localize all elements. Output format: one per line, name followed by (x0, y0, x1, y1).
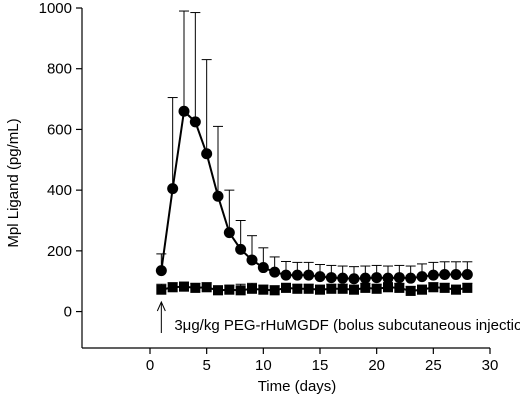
data-point-square (405, 285, 416, 296)
x-tick-label: 20 (368, 357, 385, 374)
data-point-square (224, 284, 235, 295)
data-point-circle (291, 269, 303, 281)
series-layer (155, 10, 473, 296)
data-point-circle (461, 269, 473, 281)
data-point-square (156, 284, 167, 295)
axes (81, 8, 490, 349)
data-point-circle (201, 148, 213, 160)
data-point-circle (189, 116, 201, 128)
annotation-arrow-head (156, 300, 166, 312)
data-point-circle (427, 269, 439, 281)
y-ticks: 0 200 400 600 800 1000 (39, 0, 82, 321)
x-tick-label: 0 (146, 357, 154, 374)
data-point-square (179, 281, 189, 292)
data-point-square (360, 282, 371, 293)
x-tick-label: 25 (425, 357, 442, 374)
x-axis-title: Time (days) (258, 378, 337, 395)
data-point-circle (450, 269, 462, 281)
data-point-square (303, 283, 314, 294)
data-point-circle (235, 243, 247, 255)
y-tick-label: 0 (64, 304, 72, 321)
data-point-circle (348, 273, 360, 285)
data-point-circle (405, 272, 417, 284)
data-point-circle (167, 183, 179, 195)
data-point-square (269, 285, 280, 296)
x-tick-label: 15 (312, 357, 329, 374)
y-axis-title: Mpl Ligand (pg/mL) (5, 118, 22, 247)
series-line (161, 285, 468, 292)
data-point-square (394, 282, 405, 293)
y-tick-label: 1000 (39, 0, 72, 17)
data-point-square (439, 282, 450, 293)
data-point-circle (359, 272, 371, 284)
data-point-circle (393, 272, 405, 284)
data-point-square (337, 283, 348, 294)
data-point-square (383, 282, 393, 293)
annotation-text: 3μg/kg PEG-rHuMGDF (bolus subcutaneous i… (174, 317, 520, 334)
data-point-circle (178, 105, 190, 117)
y-tick-label: 800 (47, 61, 72, 78)
data-point-circle (314, 271, 326, 283)
data-point-square (326, 283, 337, 294)
data-point-circle (303, 269, 315, 281)
data-point-square (349, 284, 359, 295)
data-point-square (167, 282, 178, 293)
data-point-circle (325, 272, 337, 284)
series-circles (155, 10, 473, 285)
data-point-square (451, 284, 461, 295)
data-point-square (315, 284, 325, 295)
data-point-square (371, 283, 382, 294)
data-point-circle (257, 262, 269, 274)
data-point-square (428, 282, 439, 293)
y-tick-label: 600 (47, 121, 72, 138)
series-line (160, 109, 468, 280)
data-point-square (292, 283, 303, 294)
data-point-circle (337, 272, 349, 284)
data-point-circle (212, 190, 224, 202)
data-point-square (235, 285, 246, 296)
data-point-square (190, 282, 201, 293)
x-tick-label: 5 (202, 357, 210, 374)
x-tick-label: 10 (255, 357, 272, 374)
x-ticks: 0 5 10 15 20 25 30 (146, 348, 499, 374)
data-point-circle (246, 254, 258, 266)
data-point-square (201, 282, 212, 293)
data-point-circle (416, 271, 428, 283)
data-point-square (417, 284, 427, 295)
data-point-square (213, 285, 223, 296)
annotation: 3μg/kg PEG-rHuMGDF (bolus subcutaneous i… (156, 300, 520, 334)
data-point-circle (223, 227, 235, 239)
series-squares (156, 281, 473, 296)
data-point-circle (280, 269, 292, 281)
data-point-circle (269, 266, 281, 278)
data-point-circle (439, 269, 451, 281)
y-tick-label: 400 (47, 182, 72, 199)
data-point-circle (382, 272, 394, 284)
data-point-circle (155, 265, 167, 277)
data-point-square (462, 282, 473, 293)
data-point-square (258, 284, 269, 295)
x-tick-label: 30 (482, 357, 499, 374)
data-point-square (281, 282, 291, 293)
data-point-circle (371, 272, 383, 284)
data-point-square (247, 283, 257, 294)
y-tick-label: 200 (47, 243, 72, 260)
